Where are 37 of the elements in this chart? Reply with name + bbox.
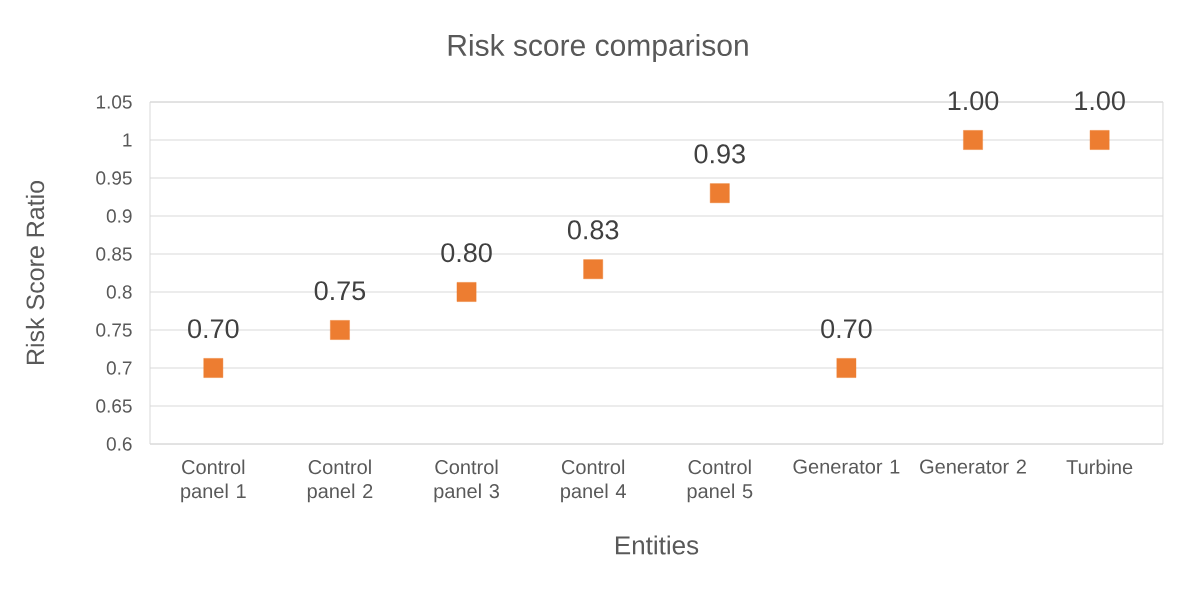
data-label: 0.70 [821, 319, 872, 339]
data-label: 0.75 [314, 281, 366, 301]
y-tick-label: 1.05 [96, 95, 132, 109]
y-tick-label: 1 [123, 133, 132, 147]
data-label: 1.00 [948, 91, 999, 111]
y-tick-label: 0.8 [106, 285, 132, 299]
data-label: 0.80 [441, 243, 492, 263]
point [1089, 130, 1110, 150]
data-label: 0.93 [694, 144, 745, 164]
x-tick-label: Generator 1 [793, 459, 900, 474]
data-label: 0.70 [188, 319, 239, 339]
point [456, 282, 477, 302]
point [203, 358, 224, 378]
point [836, 358, 857, 378]
chart-title: Risk score comparison [448, 34, 748, 62]
point [963, 130, 983, 150]
y-axis-title: Risk Score Ratio [25, 180, 45, 365]
x-tick-label: Control panel 4 [561, 459, 626, 503]
x-tick-label: Turbine [1066, 459, 1133, 475]
y-tick-label: 0.85 [96, 247, 132, 261]
y-tick-label: 0.95 [96, 171, 132, 185]
y-tick-label: 0.6 [106, 437, 132, 451]
x-tick-label: Control panel 1 [181, 459, 246, 503]
y-tick-label: 0.75 [96, 323, 132, 337]
y-tick-label: 0.65 [96, 399, 132, 413]
point [583, 259, 603, 279]
y-tick-label: 0.9 [106, 209, 132, 223]
x-tick-label: Control panel 3 [434, 459, 500, 503]
point [709, 183, 730, 203]
data-label: 0.83 [567, 220, 619, 240]
x-tick-label: Control panel 5 [687, 459, 753, 503]
x-tick-label: Control panel 2 [307, 459, 373, 503]
data-label: 1.00 [1075, 91, 1125, 111]
point [330, 320, 350, 340]
y-tick-label: 0.7 [106, 361, 132, 375]
x-axis-title: Entities [615, 535, 699, 555]
x-tick-label: Generator 2 [920, 459, 1026, 474]
